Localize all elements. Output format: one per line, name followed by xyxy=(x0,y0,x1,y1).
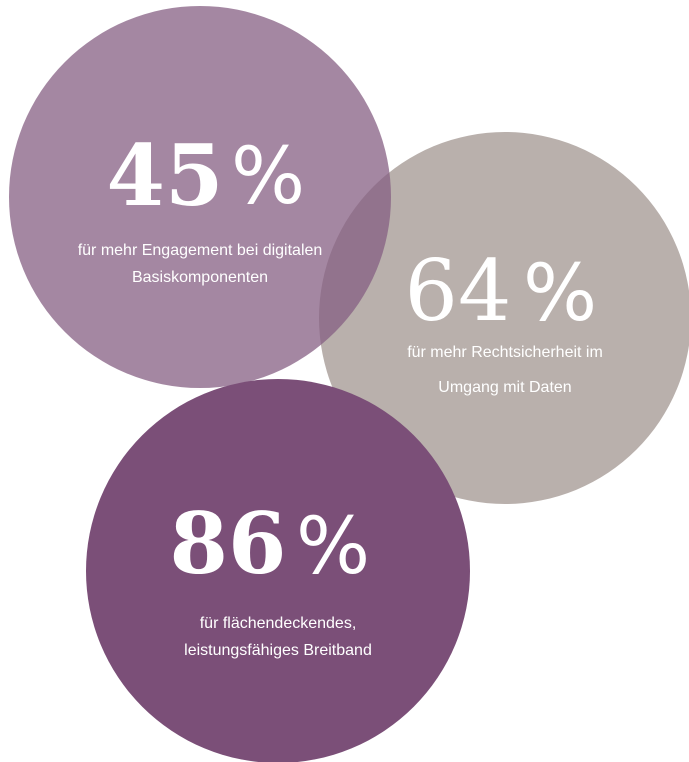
stat-unit: % xyxy=(523,249,597,339)
circle-45 xyxy=(9,6,391,388)
stat-label: Umgang mit Daten xyxy=(438,379,571,396)
stat-label: leistungsfähiges Breitband xyxy=(184,642,372,659)
stat-value: 64 xyxy=(405,242,512,340)
stat-unit: % xyxy=(231,132,305,222)
circle-86 xyxy=(86,379,470,762)
stat-label: für flächendeckendes, xyxy=(200,615,357,632)
stat-value: 45 xyxy=(107,126,224,225)
stat-label: für mehr Engagement bei digitalen xyxy=(78,242,323,259)
stat-label: für mehr Rechtsicherheit im xyxy=(407,344,603,361)
stat-label: Basiskomponenten xyxy=(132,269,268,286)
circle-64 xyxy=(319,132,689,504)
stat-unit: % xyxy=(296,502,370,592)
stat-value: 86 xyxy=(170,494,287,593)
